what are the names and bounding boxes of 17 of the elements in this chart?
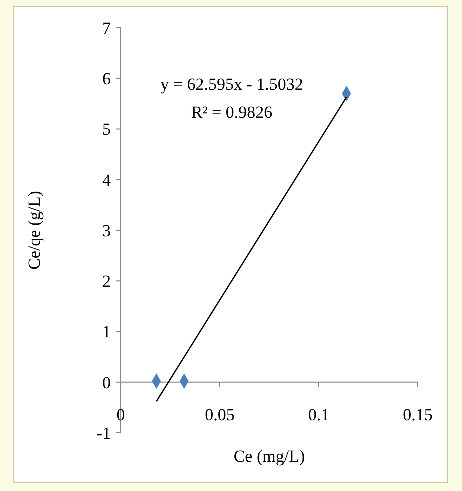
y-tick-label: 5 bbox=[102, 120, 111, 140]
annotation: y = 62.595x - 1.5032 bbox=[160, 75, 304, 94]
y-tick-label: 6 bbox=[102, 70, 111, 89]
x-tick-label: 0.15 bbox=[403, 405, 433, 424]
x-axis-title: Ce (mg/L) bbox=[234, 447, 306, 466]
y-tick-label: -1 bbox=[96, 424, 111, 443]
y-tick-label: 3 bbox=[102, 221, 111, 240]
y-tick-label: 4 bbox=[102, 170, 112, 190]
x-tick-label: 0 bbox=[116, 405, 126, 424]
x-tick-label: 0.1 bbox=[308, 405, 330, 424]
y-tick-label: 2 bbox=[102, 272, 111, 292]
y-tick-label: 7 bbox=[102, 18, 112, 38]
x-tick-label: 0.05 bbox=[205, 405, 235, 424]
annotation: R² = 0.9826 bbox=[191, 103, 273, 122]
y-tick-label: 1 bbox=[102, 322, 111, 342]
y-tick-label: 0 bbox=[102, 373, 111, 392]
y-axis-title: Ce/qe (g/L) bbox=[25, 191, 44, 270]
